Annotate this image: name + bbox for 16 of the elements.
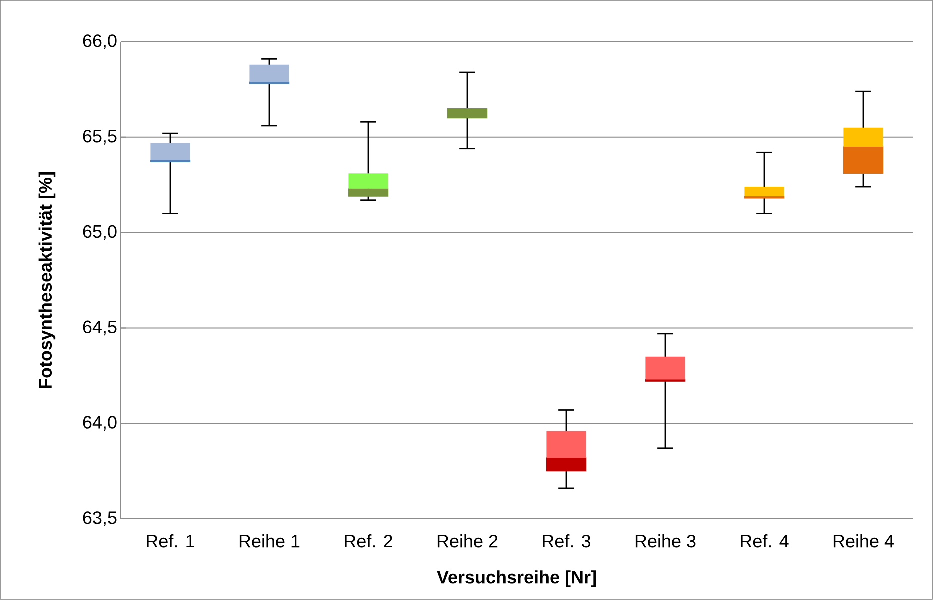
x-tick-label: Reihe 2 <box>438 534 498 548</box>
x-tick-label: Reihe 1 <box>240 534 300 548</box>
y-tick-label: 66,0 <box>83 34 117 50</box>
y-axis-title: Fotosyntheseaktivität [%] <box>38 172 56 388</box>
x-tick-label: Ref. 3 <box>543 534 591 548</box>
x-tick-label: Reihe 4 <box>834 534 894 548</box>
y-tick-label: 65,5 <box>83 130 117 145</box>
y-tick-label: 64,5 <box>83 320 117 336</box>
x-tick-label: Ref. 2 <box>345 534 392 548</box>
y-tick-label: 65,0 <box>83 225 117 240</box>
y-tick-label: 63,5 <box>83 512 117 526</box>
x-tick-label: Ref. 1 <box>147 534 194 548</box>
x-tick-label: Ref. 4 <box>741 534 789 548</box>
x-tick-label: Reihe 3 <box>636 534 696 548</box>
x-axis-title: Versuchsreihe [Nr] <box>437 570 596 588</box>
y-tick-label: 64,0 <box>83 416 117 432</box>
